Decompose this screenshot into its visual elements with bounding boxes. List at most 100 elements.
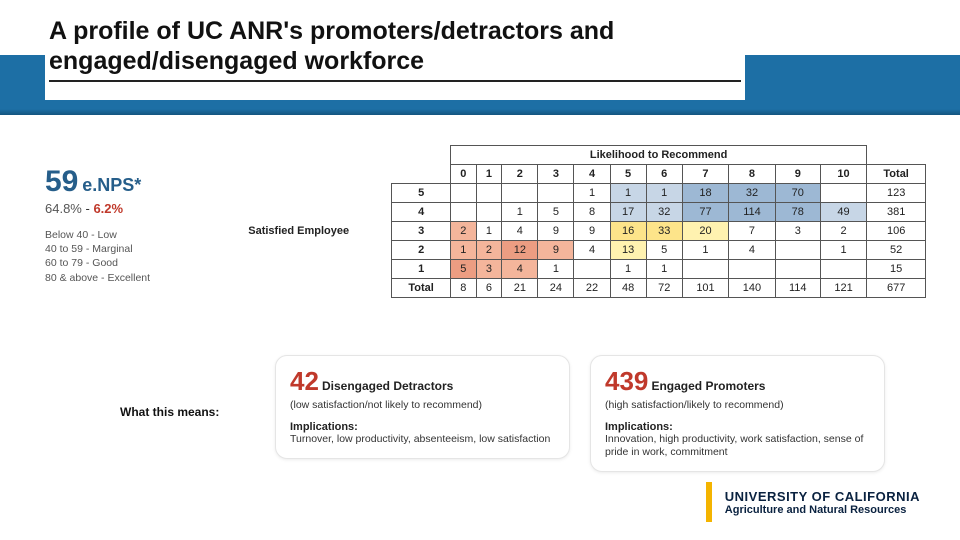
detractors-label: Disengaged Detractors [322,379,453,393]
nps-stats: 59 e.NPS* 64.8% - 6.2% Below 40 - Low 40… [45,165,195,285]
detractors-count: 42 [290,366,319,396]
cell: 70 [775,184,820,203]
row-label: 3 [392,222,451,241]
total-label: Total [867,165,926,184]
cell: 78 [775,203,820,222]
cell: 1 [610,260,646,279]
matrix-super-header: Likelihood to Recommend [450,146,866,165]
row-super-header: Satisfied Employee [206,184,392,279]
scale-line: 40 to 59 - Marginal [45,242,195,256]
scale-line: 80 & above - Excellent [45,271,195,285]
cell: 1 [610,184,646,203]
cell [820,260,866,279]
row-label: 1 [392,260,451,279]
cell [538,184,574,203]
col-total: 24 [538,279,574,298]
implications-body: Turnover, low productivity, absenteeism,… [290,433,555,446]
page-title: A profile of UC ANR's promoters/detracto… [49,16,741,82]
row-label: 5 [392,184,451,203]
col-label: 10 [820,165,866,184]
cell: 1 [538,260,574,279]
cell: 1 [646,260,682,279]
cell: 1 [820,241,866,260]
col-label: 6 [646,165,682,184]
cell [729,260,775,279]
scale-line: Below 40 - Low [45,228,195,242]
scale-line: 60 to 79 - Good [45,256,195,270]
cell [775,241,820,260]
cell: 1 [646,184,682,203]
cell: 4 [502,222,538,241]
nps-scale: Below 40 - Low 40 to 59 - Marginal 60 to… [45,228,195,285]
implications-body: Innovation, high productivity, work sati… [605,433,870,459]
likelihood-matrix: Likelihood to Recommend 0 1 2 3 4 5 6 7 … [206,145,926,298]
promoters-label: Engaged Promoters [651,379,765,393]
implications-heading: Implications: [290,421,555,433]
cell: 1 [574,184,610,203]
cell: 18 [682,184,728,203]
total-label: Total [392,279,451,298]
cell: 5 [538,203,574,222]
promoters-sub: (high satisfaction/likely to recommend) [605,399,870,411]
detractors-sub: (low satisfaction/not likely to recommen… [290,399,555,411]
cell: 114 [729,203,775,222]
cell [502,184,538,203]
cell: 17 [610,203,646,222]
cell: 2 [476,241,502,260]
cell: 33 [646,222,682,241]
cell [682,260,728,279]
col-total: 22 [574,279,610,298]
promoters-panel: 439 Engaged Promoters (high satisfaction… [590,355,885,472]
cell: 5 [646,241,682,260]
col-total: 21 [502,279,538,298]
col-total: 48 [610,279,646,298]
pct-negative: 6.2% [93,201,123,216]
cell: 1 [476,222,502,241]
cell: 4 [729,241,775,260]
row-total: 123 [867,184,926,203]
nps-label: e.NPS* [82,175,141,195]
col-label: 5 [610,165,646,184]
cell: 32 [646,203,682,222]
cell [450,184,476,203]
cell [574,260,610,279]
implications-heading: Implications: [605,421,870,433]
footer-line1: UNIVERSITY OF CALIFORNIA [725,489,920,504]
row-total: 15 [867,260,926,279]
cell: 49 [820,203,866,222]
pct-dash: - [82,201,94,216]
row-label: 2 [392,241,451,260]
col-label: 3 [538,165,574,184]
cell: 9 [574,222,610,241]
cell: 4 [574,241,610,260]
row-total: 106 [867,222,926,241]
col-total: 101 [682,279,728,298]
cell [775,260,820,279]
col-label: 1 [476,165,502,184]
cell: 7 [729,222,775,241]
cell: 2 [820,222,866,241]
cell: 77 [682,203,728,222]
col-total: 6 [476,279,502,298]
cell: 12 [502,241,538,260]
col-label: 4 [574,165,610,184]
matrix-col-header-row: 0 1 2 3 4 5 6 7 8 9 10 Total [206,165,926,184]
col-total: 121 [820,279,866,298]
cell [476,184,502,203]
col-label: 7 [682,165,728,184]
cell [450,203,476,222]
col-label: 2 [502,165,538,184]
row-label: 4 [392,203,451,222]
footer-line2: Agriculture and Natural Resources [725,504,920,516]
cell [476,203,502,222]
table-row: Satisfied Employee 5 1 1 1 18 32 70 123 [206,184,926,203]
nps-value: 59 [45,165,78,198]
cell: 5 [450,260,476,279]
cell: 1 [682,241,728,260]
cell: 3 [476,260,502,279]
cell: 1 [502,203,538,222]
cell: 8 [574,203,610,222]
col-total: 140 [729,279,775,298]
cell: 32 [729,184,775,203]
col-total: 8 [450,279,476,298]
